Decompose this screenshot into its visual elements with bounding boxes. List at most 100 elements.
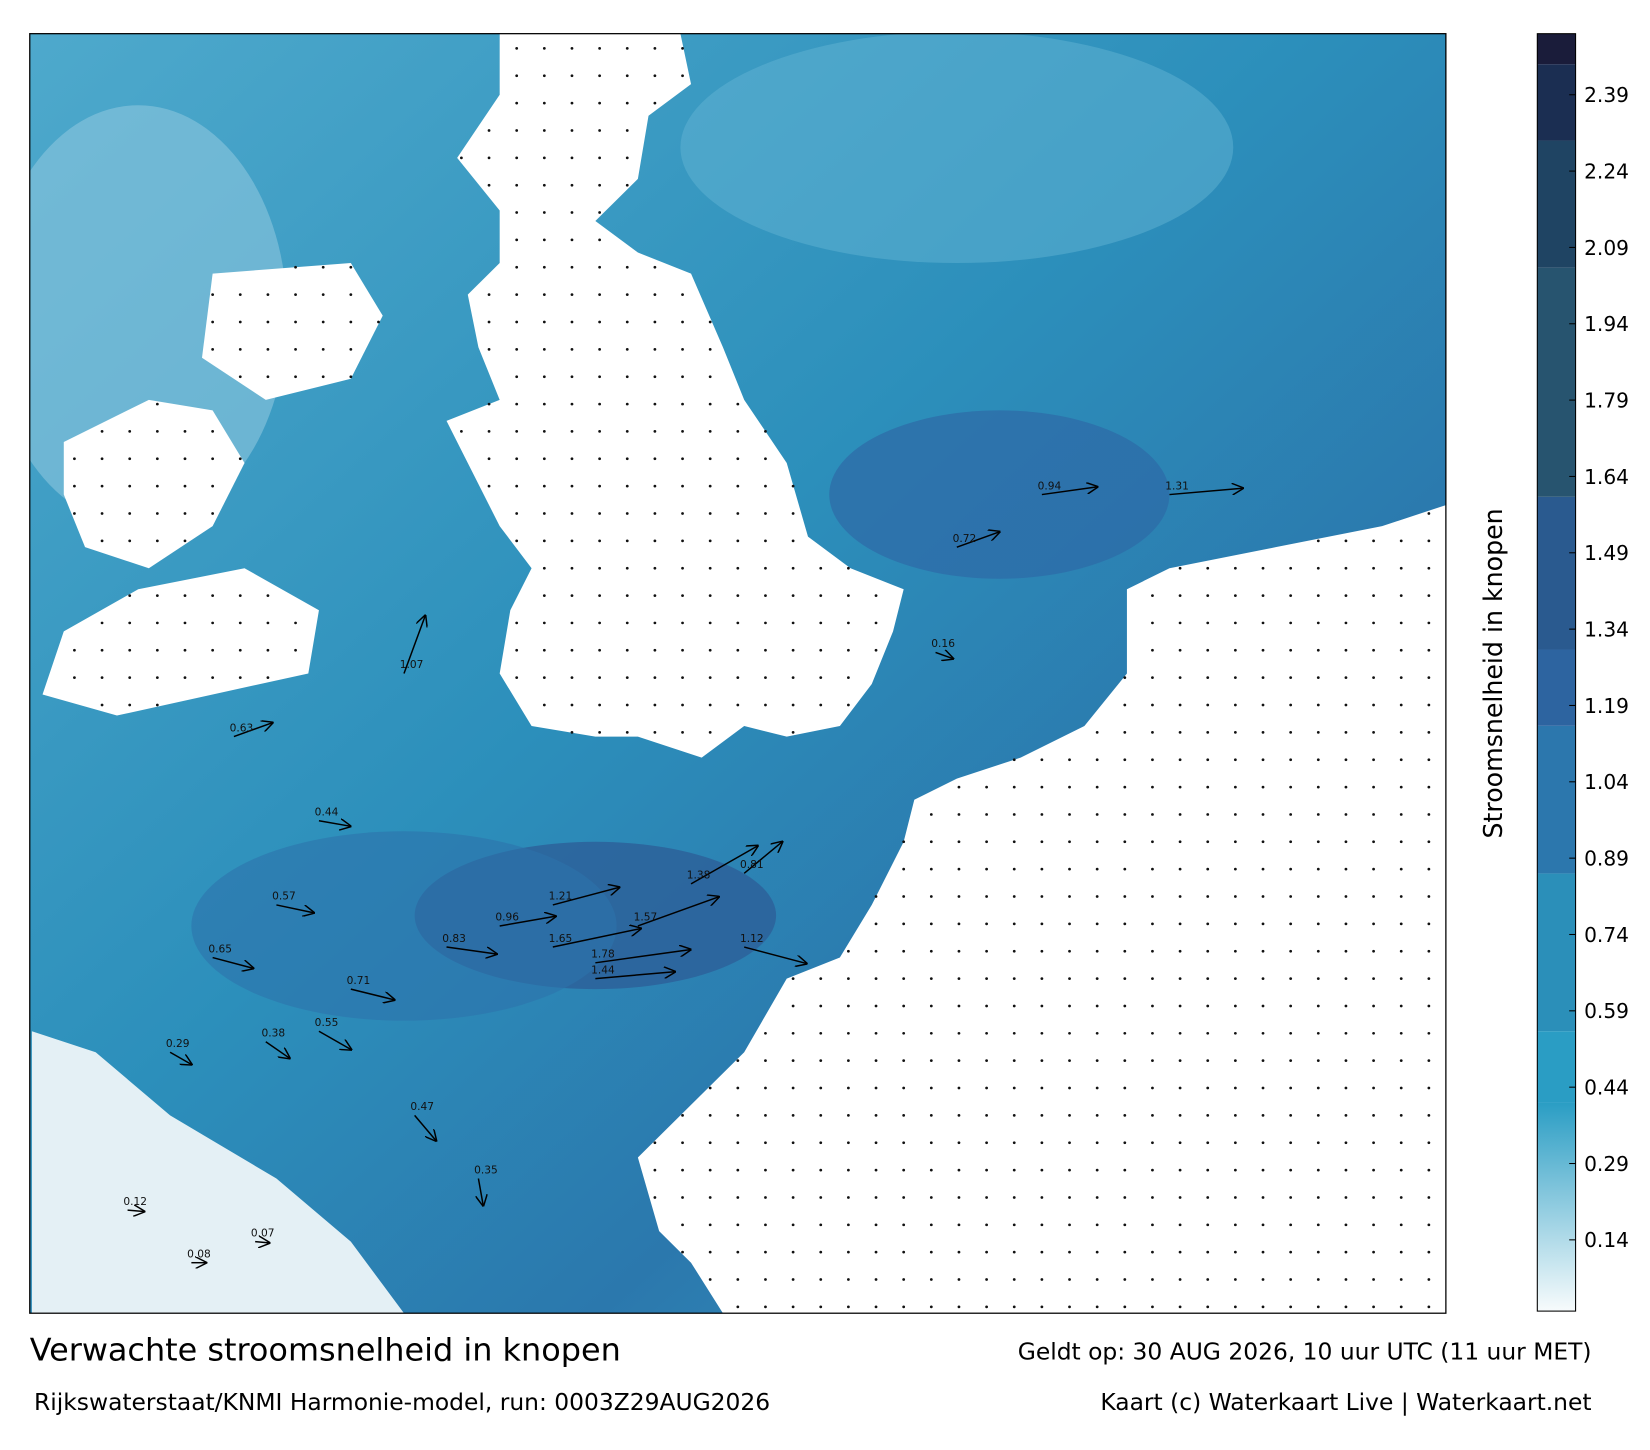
grid-dot — [128, 703, 132, 707]
grid-dot — [653, 457, 657, 461]
grid-dot — [847, 566, 850, 570]
grid-dot — [598, 457, 601, 461]
grid-dot — [957, 1031, 961, 1035]
grid-dot — [1095, 1004, 1099, 1008]
grid-dot — [1012, 840, 1016, 844]
current-arrow — [169, 1051, 191, 1064]
grid-dot — [1372, 676, 1375, 680]
current-label: 0.71 — [347, 975, 371, 987]
grid-dot — [238, 293, 242, 296]
grid-dot — [1261, 1031, 1265, 1035]
grid-dot — [874, 1223, 878, 1227]
grid-dot — [1399, 949, 1403, 953]
grid-dot — [1012, 895, 1016, 898]
grid-dot — [1399, 1114, 1403, 1117]
grid-dot — [211, 457, 215, 461]
grid-dot — [847, 1059, 850, 1063]
grid-dot — [1372, 730, 1375, 734]
grid-dot — [625, 512, 629, 515]
land-grid — [73, 47, 1431, 1309]
grid-dot — [1178, 785, 1182, 789]
grid-dot — [1427, 1004, 1431, 1008]
grid-dot — [1206, 922, 1210, 926]
grid-dot — [570, 375, 574, 379]
grid-dot — [1095, 977, 1099, 980]
grid-dot — [764, 1305, 767, 1309]
grid-dot — [1012, 1305, 1016, 1309]
current-label: 0.12 — [123, 1196, 147, 1208]
grid-dot — [487, 156, 491, 160]
strong-current-area — [829, 410, 1170, 579]
grid-dot — [653, 293, 657, 296]
grid-dot — [1151, 1168, 1154, 1172]
grid-dot — [1427, 1278, 1431, 1281]
grid-dot — [128, 621, 132, 625]
grid-dot — [708, 1223, 712, 1227]
grid-dot — [1206, 676, 1210, 680]
grid-dot — [1178, 566, 1182, 570]
grid-dot — [1372, 621, 1375, 625]
colorbar-tick-label: 1.94 — [1584, 312, 1629, 336]
grid-dot — [1289, 922, 1293, 926]
grid-dot — [957, 1250, 961, 1254]
grid-dot — [625, 47, 629, 50]
grid-dot — [598, 74, 601, 78]
current-label: 0.65 — [208, 943, 232, 955]
grid-dot — [1123, 813, 1127, 816]
grid-dot — [1178, 895, 1182, 898]
grid-dot — [238, 621, 242, 625]
current-label: 1.44 — [591, 964, 615, 976]
grid-dot — [874, 1278, 878, 1281]
grid-dot — [349, 265, 353, 269]
map-frame — [29, 33, 1447, 1314]
grid-dot — [128, 676, 132, 680]
grid-dot — [1372, 1086, 1375, 1090]
grid-dot — [1123, 1196, 1127, 1199]
grid-dot — [1316, 1141, 1320, 1145]
grid-dot — [1289, 1114, 1293, 1117]
colorbar-segment — [1537, 873, 1576, 1032]
grid-dot — [708, 402, 712, 406]
grid-dot — [155, 457, 159, 461]
current-vectors: 0.44 0.57 0.65 0.71 0.83 0.96 1.07 1.21 1.44 1.57… — [123, 480, 1242, 1262]
grid-dot — [1040, 1196, 1044, 1199]
grid-dot — [957, 1141, 961, 1145]
grid-dot — [625, 457, 629, 461]
grid-dot — [211, 430, 215, 433]
grid-dot — [764, 1141, 767, 1145]
grid-dot — [1095, 1114, 1099, 1117]
grid-dot — [598, 539, 601, 543]
grid-dot — [1427, 539, 1431, 543]
grid-dot — [1261, 1223, 1265, 1227]
grid-dot — [653, 74, 657, 78]
grid-dot — [1123, 949, 1127, 953]
current-arrow — [478, 1178, 483, 1206]
current-arrow — [318, 1030, 351, 1049]
grid-dot — [791, 594, 795, 597]
grid-dot — [764, 539, 767, 543]
grid-dot — [515, 512, 519, 515]
grid-dot — [1316, 621, 1320, 625]
grid-dot — [1040, 1168, 1044, 1172]
grid-dot — [985, 1278, 988, 1281]
grid-dot — [1372, 1059, 1375, 1063]
grid-dot — [487, 484, 491, 488]
grid-dot — [1040, 758, 1044, 762]
grid-dot — [1261, 648, 1265, 652]
grid-dot — [929, 977, 933, 980]
grid-dot — [183, 621, 187, 625]
grid-dot — [1012, 758, 1016, 762]
grid-dot — [1316, 922, 1320, 926]
grid-dot — [736, 1250, 740, 1254]
grid-dot — [1233, 977, 1237, 980]
colorbar-segment — [1537, 1102, 1576, 1312]
grid-dot — [1123, 840, 1127, 844]
grid-dot — [1372, 977, 1375, 980]
grid-dot — [902, 1278, 906, 1281]
grid-dot — [1399, 539, 1403, 543]
grid-dot — [100, 512, 104, 515]
grid-dot — [238, 320, 242, 324]
grid-dot — [929, 1086, 933, 1090]
grid-dot — [598, 211, 601, 214]
grid-dot — [819, 1086, 823, 1090]
